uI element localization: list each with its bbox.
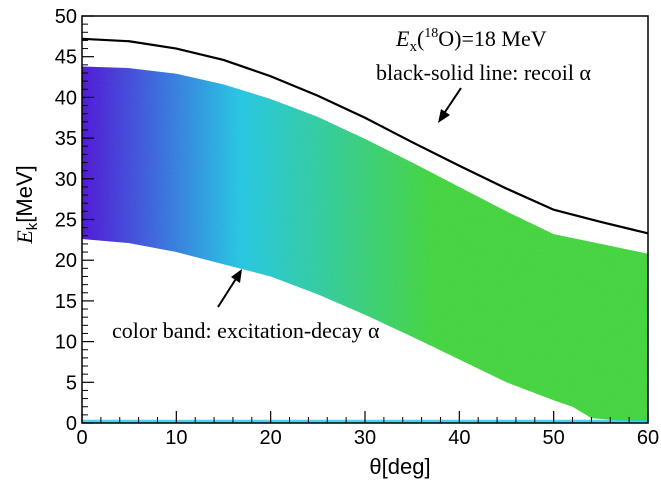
- x-tick-label: 50: [543, 427, 565, 449]
- x-tick-label: 30: [354, 427, 376, 449]
- y-axis-title: Ek[MeV]: [12, 165, 41, 244]
- recoil-alpha-line: [82, 37, 648, 235]
- x-axis-title: θ[deg]: [369, 454, 430, 479]
- axis-ticks: [81, 15, 649, 424]
- y-tick-label: 25: [55, 210, 77, 232]
- y-tick-label: 5: [66, 372, 77, 394]
- color-band-annotation: color band: excitation-decay α: [112, 318, 380, 343]
- recoil-line-annotation: black-solid line: recoil α: [376, 60, 591, 85]
- y-tick-label: 45: [55, 47, 77, 69]
- y-tick-label: 0: [66, 413, 77, 435]
- excitation-energy-annotation: Ex(18O)=18 MeV: [395, 26, 547, 55]
- x-tick-label: 60: [637, 427, 659, 449]
- excitation-decay-band-texture: [82, 66, 648, 422]
- y-tick-label: 40: [55, 87, 77, 109]
- x-tick-label: 10: [165, 427, 187, 449]
- x-tick-label: 40: [448, 427, 470, 449]
- axis-tick-labels: 0 10 20 30 40 50 60 0 5 10 15 20 25 30 35 40 45 50: [55, 6, 659, 449]
- y-tick-label: 10: [55, 332, 77, 354]
- x-tick-label: 20: [260, 427, 282, 449]
- recoil-arrow: [438, 87, 462, 123]
- y-tick-label: 35: [55, 128, 77, 150]
- x-tick-label: 0: [76, 427, 87, 449]
- y-tick-label: 20: [55, 250, 77, 272]
- y-tick-label: 50: [55, 6, 77, 28]
- band-arrow: [217, 269, 242, 308]
- y-tick-label: 30: [55, 169, 77, 191]
- y-tick-label: 15: [55, 291, 77, 313]
